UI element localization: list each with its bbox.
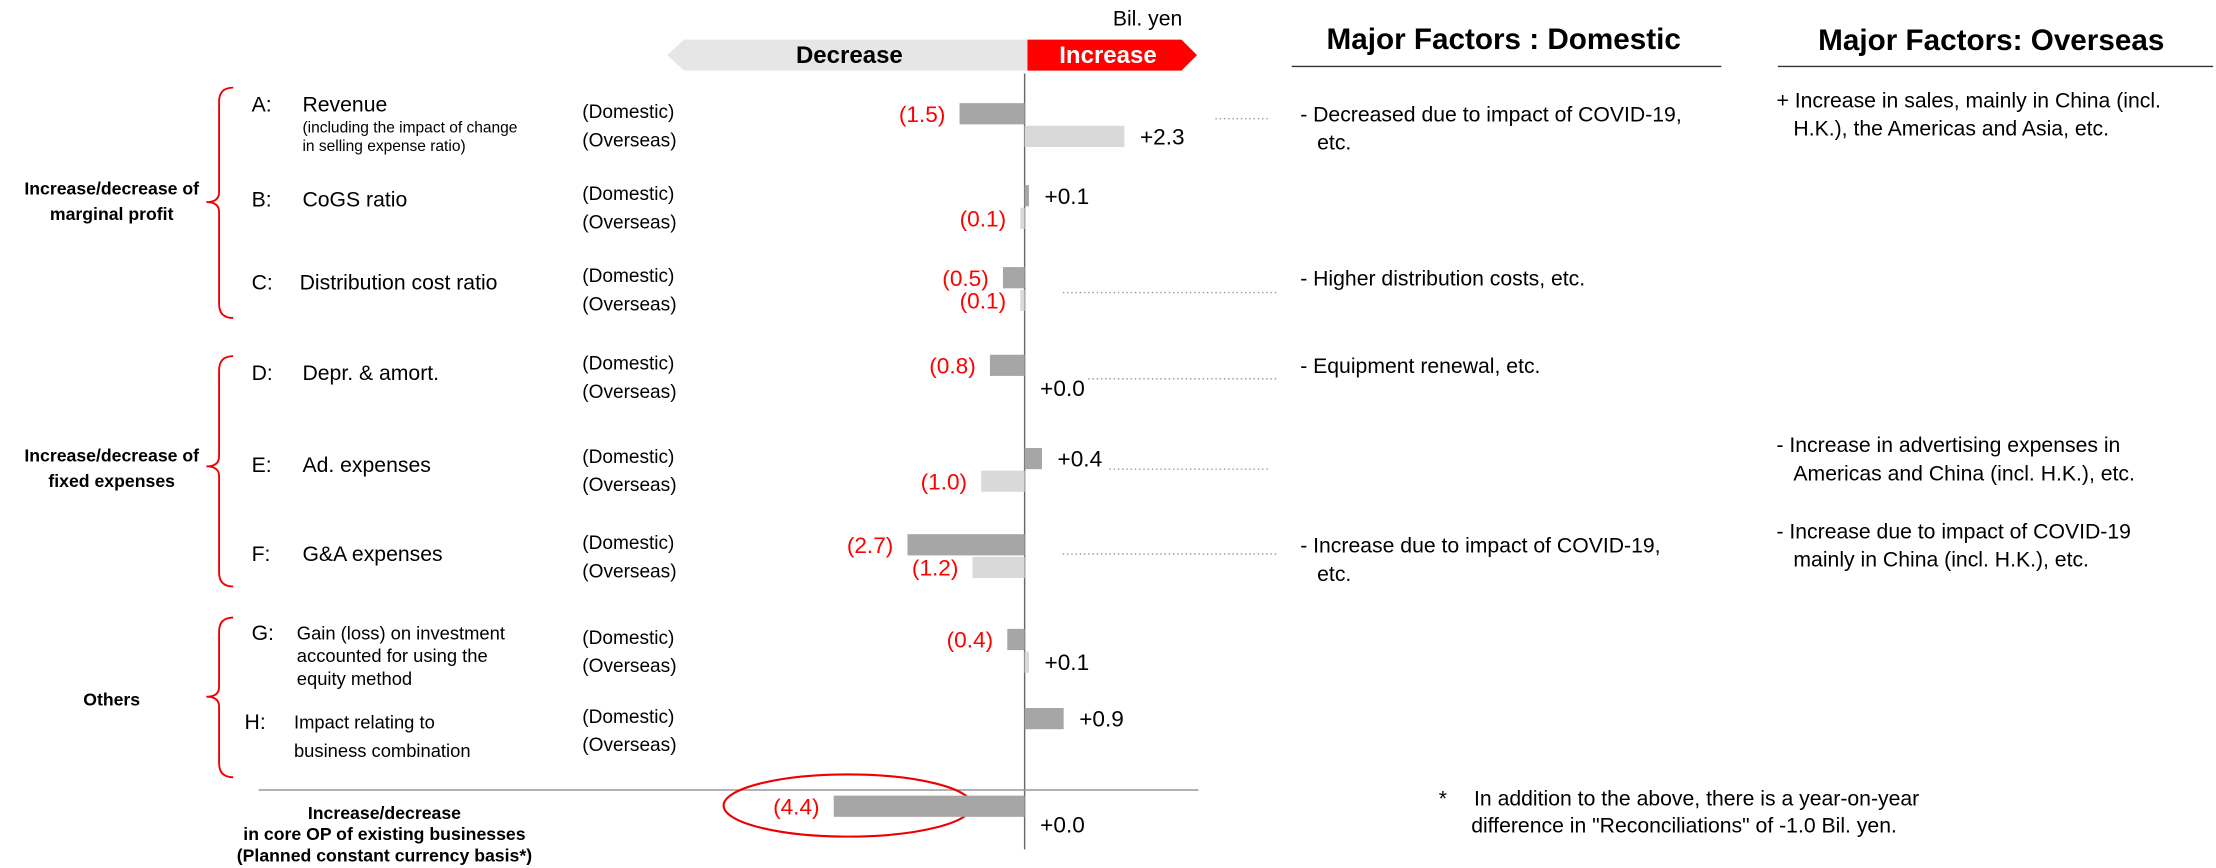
value-label: +0.4 — [1058, 447, 1103, 472]
value-label: (2.7) — [847, 533, 894, 558]
factor-text: - Decreased due to impact of COVID-19, — [1300, 103, 1682, 126]
category-label: Distribution cost ratio — [300, 272, 498, 295]
bar — [972, 556, 1025, 579]
factor-text: + Increase in sales, mainly in China (in… — [1776, 89, 2160, 112]
footnote-text: In addition to the above, there is a yea… — [1474, 787, 1919, 810]
series-label: (Overseas) — [582, 382, 676, 403]
group-label: Others — [83, 690, 140, 710]
value-label: (1.0) — [921, 469, 968, 494]
value-label: (4.4) — [773, 794, 820, 819]
bar — [981, 470, 1025, 492]
series-label: (Overseas) — [582, 475, 676, 496]
row-letter: B: — [252, 188, 272, 211]
value-label: (1.5) — [899, 102, 946, 127]
value-label: (0.1) — [960, 288, 1006, 313]
series-label: (Overseas) — [582, 130, 676, 151]
group-label: Increase/decrease of fixed expenses — [24, 445, 199, 490]
decrease-arrow — [667, 39, 1028, 71]
series-label: (Overseas) — [582, 656, 676, 677]
bar — [1002, 267, 1025, 289]
series-label: (Overseas) — [582, 735, 676, 756]
category-note: (including the impact of change in sellin… — [302, 120, 517, 155]
bar — [1007, 628, 1025, 651]
factor-text: - Increase in advertising expenses in — [1776, 434, 2120, 457]
bar — [1024, 185, 1029, 207]
series-label: (Domestic) — [582, 354, 674, 375]
value-label: +0.9 — [1079, 707, 1124, 732]
factor-text: - Equipment renewal, etc. — [1300, 355, 1540, 378]
value-label: (0.4) — [947, 628, 994, 653]
bar — [1024, 125, 1125, 147]
value-label: (0.5) — [942, 266, 989, 291]
row-letter: G: — [252, 622, 274, 645]
value-label: +0.0 — [1040, 376, 1085, 401]
value-label: +0.0 — [1040, 813, 1085, 838]
increase-arrow — [1027, 39, 1198, 71]
factor-text: - Higher distribution costs, etc. — [1300, 267, 1585, 290]
series-label: (Domestic) — [582, 266, 674, 287]
leaders — [1062, 118, 1277, 555]
bracket — [206, 355, 234, 588]
row-letter: F: — [252, 543, 271, 566]
series-label: (Domestic) — [582, 447, 674, 468]
factor-text: etc. — [1317, 132, 1351, 155]
row-letter: A: — [252, 94, 272, 117]
factor-text: H.K.), the Americas and Asia, etc. — [1793, 118, 2109, 141]
series-label: (Overseas) — [582, 294, 676, 315]
series-label: (Overseas) — [582, 561, 676, 582]
bar — [959, 103, 1025, 125]
value-label: +2.3 — [1140, 124, 1185, 149]
footnote-text: difference in "Reconciliations" of -1.0 … — [1471, 814, 1897, 837]
row-letter: H: — [245, 711, 266, 734]
series-label: (Domestic) — [582, 707, 674, 728]
row-letter: D: — [252, 362, 273, 385]
bracket — [206, 86, 234, 319]
category-label: Gain (loss) on investment accounted for u… — [297, 622, 505, 688]
bar — [907, 534, 1025, 556]
series-label: (Domestic) — [582, 102, 674, 123]
category-label: Impact relating to business combination — [294, 711, 471, 760]
group-label: Increase/decrease of marginal profit — [24, 178, 199, 223]
category-label: G&A expenses — [302, 543, 442, 566]
brackets — [206, 86, 234, 779]
bar — [833, 795, 1025, 817]
category-label: Depr. & amort. — [302, 362, 439, 385]
bar — [1024, 651, 1029, 673]
domestic-title: Major Factors : Domestic — [1327, 23, 1681, 56]
category-label: Increase/decrease in core OP of existing … — [237, 803, 532, 865]
value-label: +0.1 — [1045, 650, 1090, 675]
overseas-title: Major Factors: Overseas — [1818, 24, 2164, 57]
bar — [1020, 207, 1025, 229]
category-label: CoGS ratio — [302, 188, 407, 211]
factor-text: mainly in China (incl. H.K.), etc. — [1793, 549, 2089, 572]
value-label: +0.1 — [1045, 184, 1090, 209]
footnote-mark: * — [1439, 787, 1447, 810]
factor-text: - Increase due to impact of COVID-19, — [1300, 535, 1660, 558]
bar — [989, 354, 1025, 376]
series-label: (Overseas) — [582, 212, 676, 233]
series-label: (Domestic) — [582, 184, 674, 205]
row-letter: C: — [252, 272, 273, 295]
bar — [1024, 708, 1064, 730]
category-label: Ad. expenses — [302, 454, 430, 477]
series-label: (Domestic) — [582, 628, 674, 649]
bar — [1020, 289, 1025, 311]
factor-text: Americas and China (incl. H.K.), etc. — [1793, 462, 2134, 485]
value-label: (1.2) — [912, 555, 958, 580]
bar — [1024, 447, 1042, 470]
value-label: (0.8) — [929, 353, 976, 378]
row-letter: E: — [252, 454, 272, 477]
factor-text: etc. — [1317, 563, 1351, 586]
value-label: (0.1) — [960, 206, 1006, 231]
unit-label: Bil. yen — [1113, 7, 1182, 30]
factor-text: - Increase due to impact of COVID-19 — [1776, 520, 2130, 543]
bracket — [206, 616, 234, 779]
series-label: (Domestic) — [582, 533, 674, 554]
decrease-label: Decrease — [796, 42, 903, 69]
increase-label: Increase — [1059, 42, 1156, 69]
category-label: Revenue — [302, 94, 387, 117]
